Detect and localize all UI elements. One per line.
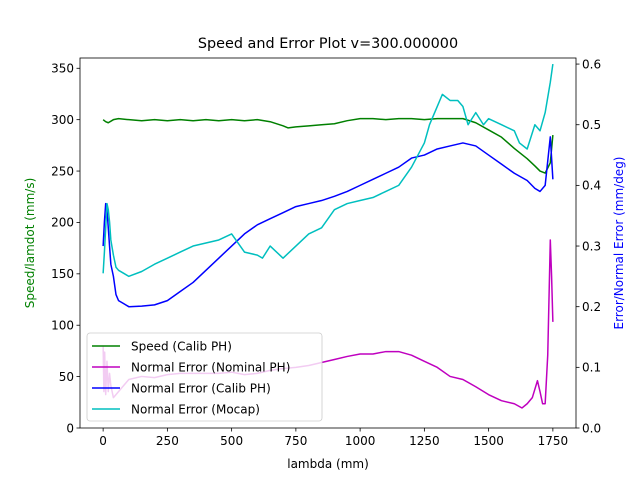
y-right-tick-label: 0.6	[582, 57, 601, 71]
y-left-tick-label: 350	[51, 62, 74, 76]
legend-label: Normal Error (Calib PH)	[131, 381, 271, 395]
series-line-2	[102, 136, 554, 308]
x-tick-label: 250	[156, 434, 179, 448]
ticks-layer: 0 250 500 750 1000 1250 1500 1750 0 50 100 150 200 25…	[51, 57, 601, 448]
y-right-tick-label: 0.2	[582, 300, 601, 314]
y-left-tick-label: 250	[51, 164, 74, 178]
y-left-tick-label: 50	[59, 370, 74, 384]
legend-items: Speed (Calib PH) Normal Error (Nominal PH…	[92, 339, 290, 416]
x-axis-label: lambda (mm)	[287, 457, 369, 471]
x-tick-label: 1500	[473, 434, 504, 448]
y-right-tick-label: 0.5	[582, 118, 601, 132]
y-left-tick-label: 300	[51, 113, 74, 127]
legend-label: Speed (Calib PH)	[131, 339, 232, 353]
y-left-tick-label: 200	[51, 216, 74, 230]
plot-frame	[79, 57, 577, 429]
y-right-tick-label: 0.0	[582, 421, 601, 435]
y-left-tick-label: 100	[51, 319, 74, 333]
y-right-tick-label: 0.1	[582, 361, 601, 375]
x-tick-label: 1000	[345, 434, 376, 448]
x-tick-label: 750	[284, 434, 307, 448]
chart-title: Speed and Error Plot v=300.000000	[198, 36, 458, 52]
series-layer	[102, 63, 554, 409]
y-left-tick-label: 150	[51, 267, 74, 281]
y-right-tick-label: 0.3	[582, 239, 601, 253]
x-tick-label: 500	[220, 434, 243, 448]
y-left-tick-label: 0	[66, 421, 74, 435]
legend-label: Normal Error (Nominal PH)	[131, 360, 290, 374]
x-tick-label: 1750	[538, 434, 569, 448]
x-tick-label: 1250	[409, 434, 440, 448]
legend-label: Normal Error (Mocap)	[131, 402, 260, 416]
series-line-0	[102, 117, 554, 174]
legend-box	[86, 332, 323, 422]
y-right-tick-label: 0.4	[582, 179, 601, 193]
series-line-3	[102, 63, 554, 278]
x-tick-label: 0	[99, 434, 107, 448]
y-right-axis-label: Error/Normal Error (mm/deg)	[612, 157, 626, 330]
y-left-axis-label: Speed/lamdot (mm/s)	[23, 178, 37, 309]
legend: Speed (Calib PH) Normal Error (Nominal PH…	[86, 332, 323, 422]
